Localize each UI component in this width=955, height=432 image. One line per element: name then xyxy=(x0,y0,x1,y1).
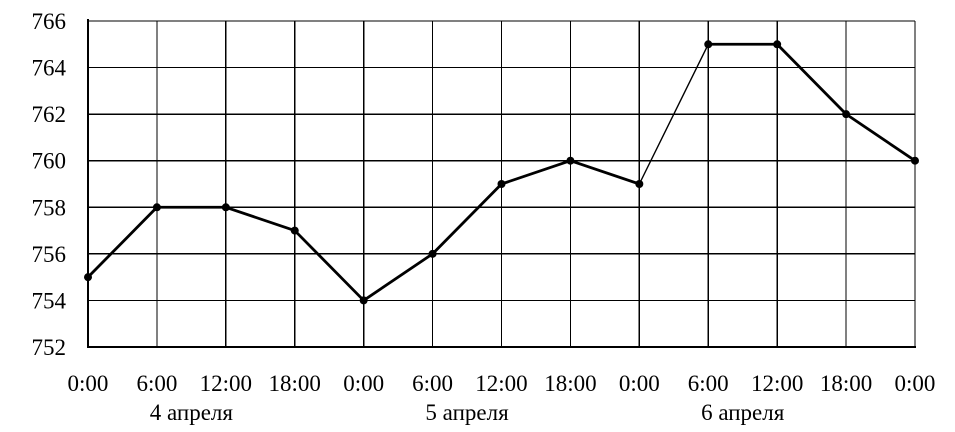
data-point xyxy=(704,40,713,49)
series-segment xyxy=(224,205,297,232)
y-tick-label: 754 xyxy=(32,288,67,313)
series-segment xyxy=(775,42,848,116)
date-label: 5 апреля xyxy=(425,400,509,425)
data-point xyxy=(84,273,92,282)
y-tick-label: 756 xyxy=(32,242,67,267)
series xyxy=(86,42,917,302)
data-point xyxy=(428,249,437,258)
data-point xyxy=(842,110,851,119)
data-point xyxy=(221,203,230,212)
grid xyxy=(87,20,916,348)
series-segment xyxy=(844,112,917,163)
series-segment xyxy=(431,182,503,256)
x-tick-label: 0:00 xyxy=(895,371,936,396)
date-labels: 4 апреля 5 апреля 6 апреля xyxy=(150,400,785,425)
x-tick-label: 18:00 xyxy=(544,371,596,396)
date-label: 6 апреля xyxy=(701,400,785,425)
data-point xyxy=(911,156,919,165)
x-tick-label: 12:00 xyxy=(200,371,252,396)
x-tick-label: 0:00 xyxy=(343,371,384,396)
series-segment xyxy=(569,159,641,186)
series-segment xyxy=(293,229,366,302)
x-tick-label: 12:00 xyxy=(751,371,803,396)
series-segment xyxy=(638,43,709,185)
y-tick-label: 762 xyxy=(32,102,67,127)
x-tick-label: 18:00 xyxy=(820,371,872,396)
y-tick-label: 752 xyxy=(32,335,67,360)
data-point xyxy=(359,296,368,305)
series-segment xyxy=(86,205,159,279)
data-point xyxy=(566,156,575,165)
y-tick-label: 758 xyxy=(32,195,67,220)
x-tick-label: 18:00 xyxy=(269,371,321,396)
x-tick-label: 0:00 xyxy=(68,371,109,396)
series-segment xyxy=(500,159,572,186)
data-points xyxy=(84,40,919,305)
data-point xyxy=(497,180,506,188)
x-tick-label: 0:00 xyxy=(619,371,660,396)
y-tick-label: 760 xyxy=(32,149,67,174)
date-label: 4 апреля xyxy=(150,400,234,425)
x-tick-labels: 0:00 6:00 12:00 18:00 0:00 6:00 12:00 18:00 0:00… xyxy=(68,371,936,396)
series-segment xyxy=(362,252,434,302)
x-tick-label: 6:00 xyxy=(136,371,177,396)
x-tick-label: 12:00 xyxy=(475,371,527,396)
axes xyxy=(87,19,916,348)
data-point xyxy=(290,226,299,235)
data-point xyxy=(773,40,782,49)
y-tick-label: 764 xyxy=(32,56,67,81)
x-tick-label: 6:00 xyxy=(412,371,453,396)
y-tick-label: 766 xyxy=(32,9,67,34)
y-tick-labels: 752 754 756 758 760 762 764 766 xyxy=(32,9,67,360)
data-point xyxy=(152,203,161,212)
x-tick-label: 6:00 xyxy=(688,371,729,396)
data-point xyxy=(635,180,644,188)
